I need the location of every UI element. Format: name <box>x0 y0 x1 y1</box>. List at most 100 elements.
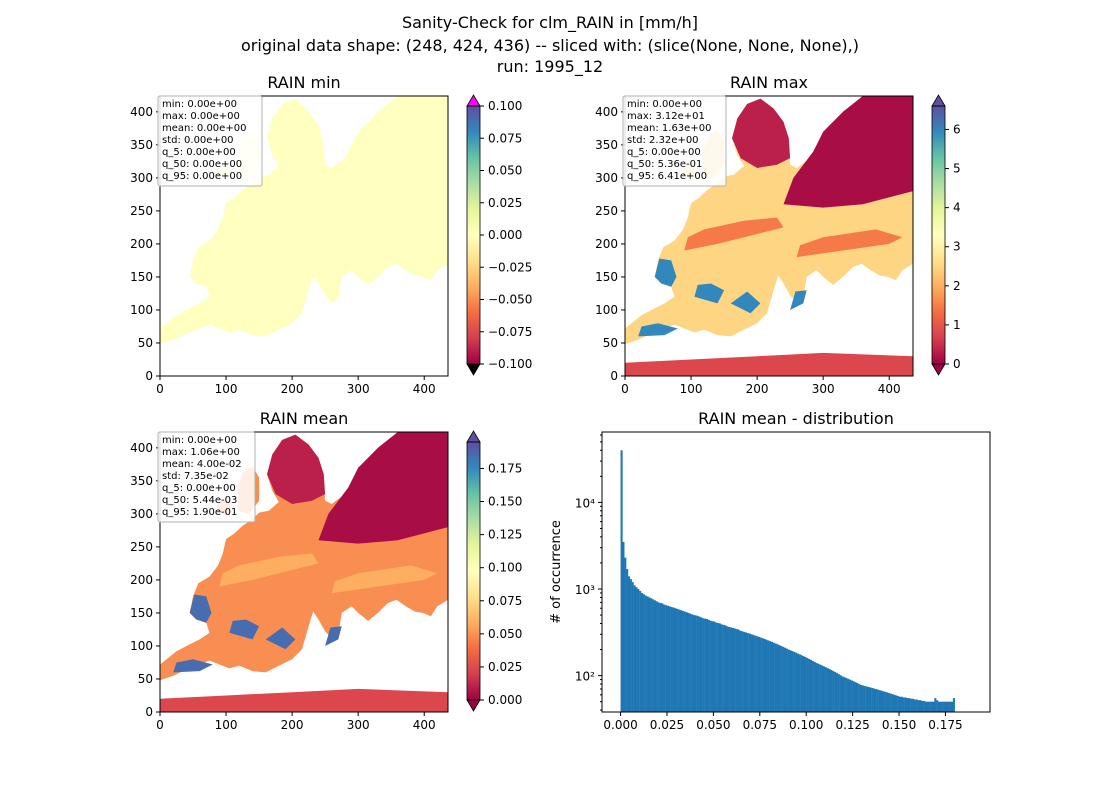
suptitle-line-1: Sanity-Check for clm_RAIN in [mm/h] <box>401 13 699 32</box>
histogram-bar <box>819 664 822 712</box>
y-tick-label: 350 <box>595 138 618 152</box>
histogram-bar <box>718 623 722 712</box>
dry-region-scandinavia <box>267 434 326 504</box>
histogram-bar <box>731 627 735 712</box>
colorbar-tick-label: 0.025 <box>488 196 522 210</box>
histogram-bar <box>904 697 907 712</box>
map-panel-2: 0 100 200 300 400 0 50 100 150 200 250 300 350 400 RAI… <box>595 73 914 396</box>
histogram-panel: 0.000 0.025 0.050 0.075 0.100 0.125 0.150 0.175… <box>549 409 991 732</box>
island-3 <box>298 618 309 635</box>
histogram-bar <box>845 677 848 712</box>
x-tick-label: 0 <box>156 382 164 396</box>
y-tick-label: 50 <box>138 336 153 350</box>
histogram-bar <box>804 657 807 712</box>
histogram-bar <box>917 700 920 712</box>
histogram-bar <box>865 686 868 712</box>
histogram-bar <box>709 620 712 712</box>
histogram-bar <box>930 701 933 712</box>
stats-box <box>157 431 256 523</box>
histogram-bar <box>815 662 818 712</box>
histogram-bar <box>679 610 683 712</box>
histogram-bar <box>670 606 673 712</box>
histogram-bar <box>672 607 675 712</box>
histogram-bar <box>800 655 803 712</box>
histogram-bar <box>652 599 655 712</box>
histogram-bar <box>626 569 629 712</box>
histogram-bar <box>694 615 697 712</box>
map-panel-1: 0 100 200 300 400 0 50 100 150 200 250 300 350 400 RAI… <box>130 73 449 396</box>
moderate-region-2 <box>331 565 438 594</box>
colorbar-tick-label: 0.125 <box>488 528 522 542</box>
histogram-bar <box>782 646 785 712</box>
histogram-bar <box>908 698 911 712</box>
y-tick-label: 250 <box>595 204 618 218</box>
histogram-bar <box>648 597 651 712</box>
histogram-bar <box>666 605 670 712</box>
colorbar-tick-label: 0.075 <box>488 594 522 608</box>
dry-region-south <box>160 688 448 712</box>
colorbar-tick-label: −0.100 <box>488 357 532 371</box>
histogram-bar <box>830 670 833 712</box>
colorbar-extend-bottom <box>931 363 946 376</box>
wet-region-4 <box>638 323 678 337</box>
histogram-bar <box>843 677 846 712</box>
histogram-bar <box>949 701 952 712</box>
colorbar-tick-label: 0.025 <box>488 660 522 674</box>
histogram-bar <box>689 613 692 712</box>
histogram-bar <box>785 648 788 712</box>
colorbar-2: 0 1 2 3 4 5 6 <box>931 94 961 376</box>
histogram-bar <box>848 679 851 712</box>
x-tick-label: 0.075 <box>743 718 777 732</box>
histogram-bar <box>744 632 748 712</box>
y-tick-label: 350 <box>130 138 153 152</box>
histogram-bar <box>839 675 842 712</box>
y-tick-label: 150 <box>130 270 153 284</box>
histogram-bar <box>676 608 679 712</box>
stats-line: q_95: 6.41e+00 <box>627 171 707 182</box>
y-tick-label: 300 <box>130 171 153 185</box>
colorbar-tick-label: 1 <box>953 318 961 332</box>
suptitle-line-3: run: 1995_12 <box>496 57 604 76</box>
panel-title: RAIN min <box>267 73 340 92</box>
colorbar-gradient <box>467 106 480 364</box>
x-tick-label: 0 <box>156 718 164 732</box>
colorbar-tick-label: 0.000 <box>488 693 522 707</box>
y-tick-label: 400 <box>595 105 618 119</box>
histogram-bar <box>789 650 792 712</box>
histogram-bar <box>928 701 931 712</box>
histogram-bar <box>668 606 671 712</box>
dry-region-north <box>318 432 448 544</box>
colorbar-tick-label: −0.050 <box>488 293 532 307</box>
histogram-bar <box>795 652 798 712</box>
x-tick-label: 0.175 <box>928 718 962 732</box>
histogram-bar <box>783 647 786 712</box>
histogram-bar <box>657 602 660 712</box>
y-tick-label: 50 <box>138 672 153 686</box>
histogram-bar <box>952 698 955 712</box>
histogram-bar <box>629 579 632 712</box>
colorbar-tick-label: 5 <box>953 162 961 176</box>
colorbar-tick-label: 2 <box>953 279 961 293</box>
wet-region-2 <box>694 283 725 304</box>
island-3 <box>298 282 309 299</box>
wet-region-4 <box>173 659 213 673</box>
histogram-bar <box>832 671 835 712</box>
stats-line: max: 1.06e+00 <box>162 447 240 458</box>
histogram-bar <box>811 660 814 712</box>
colorbar-tick-label: 0.175 <box>488 461 522 475</box>
histogram-bar <box>743 631 746 712</box>
histogram-bar <box>705 619 709 712</box>
x-tick-label: 0.000 <box>603 718 637 732</box>
histogram-bar <box>757 636 760 712</box>
x-tick-label: 100 <box>680 382 703 396</box>
histogram-bar <box>683 611 686 712</box>
histogram-bar <box>886 692 889 712</box>
histogram-bar <box>808 658 811 712</box>
x-tick-label: 100 <box>215 382 238 396</box>
histogram-bar <box>923 700 926 712</box>
colorbar-extend-bottom <box>466 699 481 712</box>
histogram-bar <box>633 585 636 712</box>
histogram-bar <box>951 701 954 712</box>
y-tick-label: 400 <box>130 441 153 455</box>
stats-line: mean: 1.63e+00 <box>627 123 711 134</box>
